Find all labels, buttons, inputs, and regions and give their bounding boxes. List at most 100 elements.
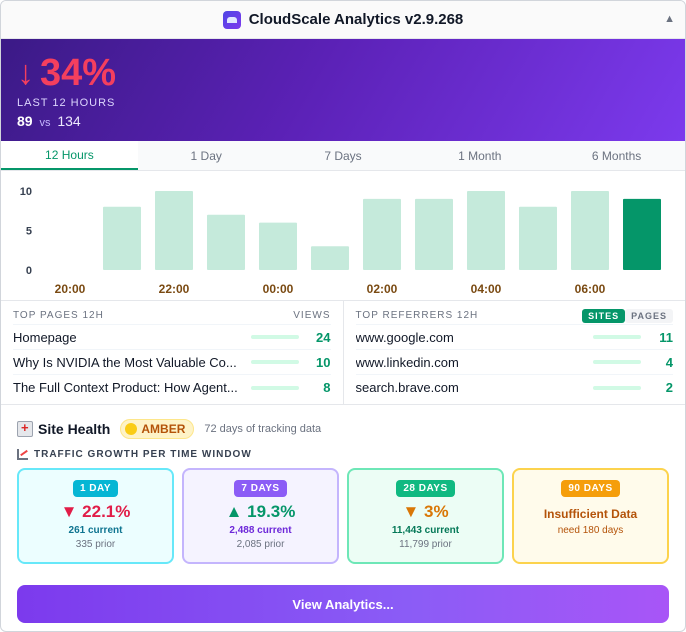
growth-percent: ▼ 3% xyxy=(402,502,449,521)
x-tick-label: 00:00 xyxy=(263,282,294,296)
growth-card-28-days: 28 DAYS ▼ 3% 11,443 current 11,799 prior xyxy=(347,468,504,564)
top-pages-header: TOP PAGES 12H VIEWS xyxy=(13,307,331,325)
tracking-note: 72 days of tracking data xyxy=(204,423,322,435)
down-arrow-icon: ↓ xyxy=(17,54,34,92)
required-days-note: need 180 days xyxy=(557,525,624,536)
site-health-title: Site Health xyxy=(38,421,111,437)
current-count: 11,443 current xyxy=(391,525,460,536)
y-tick-label: 10 xyxy=(20,186,32,198)
chart-bar[interactable] xyxy=(259,222,297,270)
growth-cards: 1 DAY ▼ 22.1% 261 current 335 prior 7 DA… xyxy=(17,468,669,564)
change-headline: ↓ 34% xyxy=(17,53,669,93)
views-count: 24 xyxy=(316,329,331,345)
x-tick-label: 06:00 xyxy=(575,282,606,296)
top-referrers-panel: TOP REFERRERS 12H SITES PAGES www.google… xyxy=(344,301,686,404)
growth-percent: ▼ 22.1% xyxy=(60,502,131,521)
time-window-label: LAST 12 HOURS xyxy=(17,97,116,109)
referrer-bar xyxy=(593,360,641,364)
chart-svg: 0 5 10 20:00 22:00 00:00 02:00 04:00 06:00 xyxy=(20,186,661,296)
tab-6-months[interactable]: 6 Months xyxy=(591,148,642,163)
view-analytics-button[interactable]: View Analytics... xyxy=(17,585,669,623)
chart-bar[interactable] xyxy=(103,206,141,270)
list-item[interactable]: search.brave.com 2 xyxy=(356,375,674,400)
window-chip: 1 DAY xyxy=(72,480,119,497)
hospital-icon xyxy=(17,420,33,437)
referrer-bar xyxy=(593,335,641,339)
window-chip: 28 DAYS xyxy=(396,480,455,497)
tab-12-hours[interactable]: 12 Hours xyxy=(1,141,138,170)
y-tick-label: 0 xyxy=(26,265,32,277)
x-tick-label: 04:00 xyxy=(471,282,502,296)
page-label: Homepage xyxy=(13,329,77,345)
views-count: 10 xyxy=(316,354,331,370)
vs-label: vs xyxy=(39,117,51,129)
traffic-growth-title: TRAFFIC GROWTH PER TIME WINDOW xyxy=(34,449,252,460)
list-item[interactable]: The Full Context Product: How Agent... 8 xyxy=(13,375,331,400)
referrer-count: 4 xyxy=(665,354,673,370)
views-bar xyxy=(250,385,299,390)
x-tick-label: 22:00 xyxy=(159,282,190,296)
top-pages-title: TOP PAGES 12H xyxy=(13,310,104,321)
top-lists: TOP PAGES 12H VIEWS Homepage 24 Why Is N… xyxy=(1,301,685,405)
top-referrers-header: TOP REFERRERS 12H SITES PAGES xyxy=(355,307,673,325)
top-pages-panel: TOP PAGES 12H VIEWS Homepage 24 Why Is N… xyxy=(1,301,344,404)
current-value: 89 xyxy=(17,113,33,129)
growth-card-90-days: 90 DAYS Insufficient Data need 180 days xyxy=(512,468,669,564)
y-tick-label: 5 xyxy=(26,226,32,238)
chart-bar[interactable] xyxy=(623,198,661,270)
site-health-section: Site Health AMBER 72 days of tracking da… xyxy=(1,405,685,577)
tab-7-days[interactable]: 7 Days xyxy=(324,148,362,163)
views-count: 8 xyxy=(323,380,331,395)
time-range-tabs: 12 Hours 1 Day 7 Days 1 Month 6 Months xyxy=(1,141,685,171)
growth-card-1-day: 1 DAY ▼ 22.1% 261 current 335 prior xyxy=(17,468,174,564)
summary-hero: ↓ 34% LAST 12 HOURS 89 vs 134 xyxy=(1,39,685,141)
chart-bar[interactable] xyxy=(363,198,401,270)
collapse-caret-icon[interactable]: ▲ xyxy=(664,13,675,25)
referrer-bar xyxy=(593,385,641,390)
views-bar xyxy=(250,335,299,339)
views-bar xyxy=(250,360,299,364)
growth-card-7-days: 7 DAYS ▲ 19.3% 2,488 current 2,085 prior xyxy=(182,468,339,564)
page-label: The Full Context Product: How Agent... xyxy=(13,380,238,395)
chart-bar[interactable] xyxy=(467,191,505,270)
list-item[interactable]: Why Is NVIDIA the Most Valuable Co... 10 xyxy=(13,350,331,375)
chart-bar[interactable] xyxy=(415,198,453,270)
site-health-header: Site Health AMBER 72 days of tracking da… xyxy=(17,417,669,441)
amber-dot-icon xyxy=(125,423,138,435)
top-referrers-title: TOP REFERRERS 12H xyxy=(355,310,479,321)
views-column-label: VIEWS xyxy=(293,310,331,321)
tab-1-day[interactable]: 1 Day xyxy=(190,148,222,163)
sites-toggle-button[interactable]: SITES xyxy=(582,308,626,323)
chart-bar[interactable] xyxy=(207,214,245,270)
status-label: AMBER xyxy=(141,422,186,436)
list-item[interactable]: Homepage 24 xyxy=(13,325,331,350)
referrer-count: 2 xyxy=(665,380,673,395)
window-chip: 7 DAYS xyxy=(234,480,287,497)
window-title: CloudScale Analytics v2.9.268 xyxy=(248,11,464,28)
insufficient-data-label: Insufficient Data xyxy=(543,507,638,521)
chart-bar[interactable] xyxy=(155,191,193,270)
chart-bar[interactable] xyxy=(519,206,557,270)
status-badge: AMBER xyxy=(120,419,195,439)
current-count: 2,488 current xyxy=(229,525,292,536)
chart-bar[interactable] xyxy=(311,246,349,270)
sites-pages-toggle: SITES PAGES xyxy=(582,308,673,323)
title-bar: CloudScale Analytics v2.9.268 ▲ xyxy=(1,1,685,39)
page-label: Why Is NVIDIA the Most Valuable Co... xyxy=(13,354,237,370)
list-item[interactable]: www.linkedin.com 4 xyxy=(355,350,673,375)
traffic-growth-heading: TRAFFIC GROWTH PER TIME WINDOW xyxy=(17,449,669,460)
comparison-line: 89 vs 134 xyxy=(17,113,669,129)
tab-1-month[interactable]: 1 Month xyxy=(458,148,502,163)
chart-bar[interactable] xyxy=(571,191,609,270)
change-percent: 34% xyxy=(40,52,117,94)
growth-percent: ▲ 19.3% xyxy=(225,502,296,521)
window-chip: 90 DAYS xyxy=(561,480,620,497)
current-count: 261 current xyxy=(68,525,123,536)
prior-count: 335 prior xyxy=(75,539,116,550)
pages-toggle-button[interactable]: PAGES xyxy=(625,308,673,323)
referrer-count: 11 xyxy=(659,329,673,345)
prior-count: 2,085 prior xyxy=(236,539,285,550)
trend-chart-icon xyxy=(17,449,28,460)
list-item[interactable]: www.google.com 11 xyxy=(355,325,673,350)
